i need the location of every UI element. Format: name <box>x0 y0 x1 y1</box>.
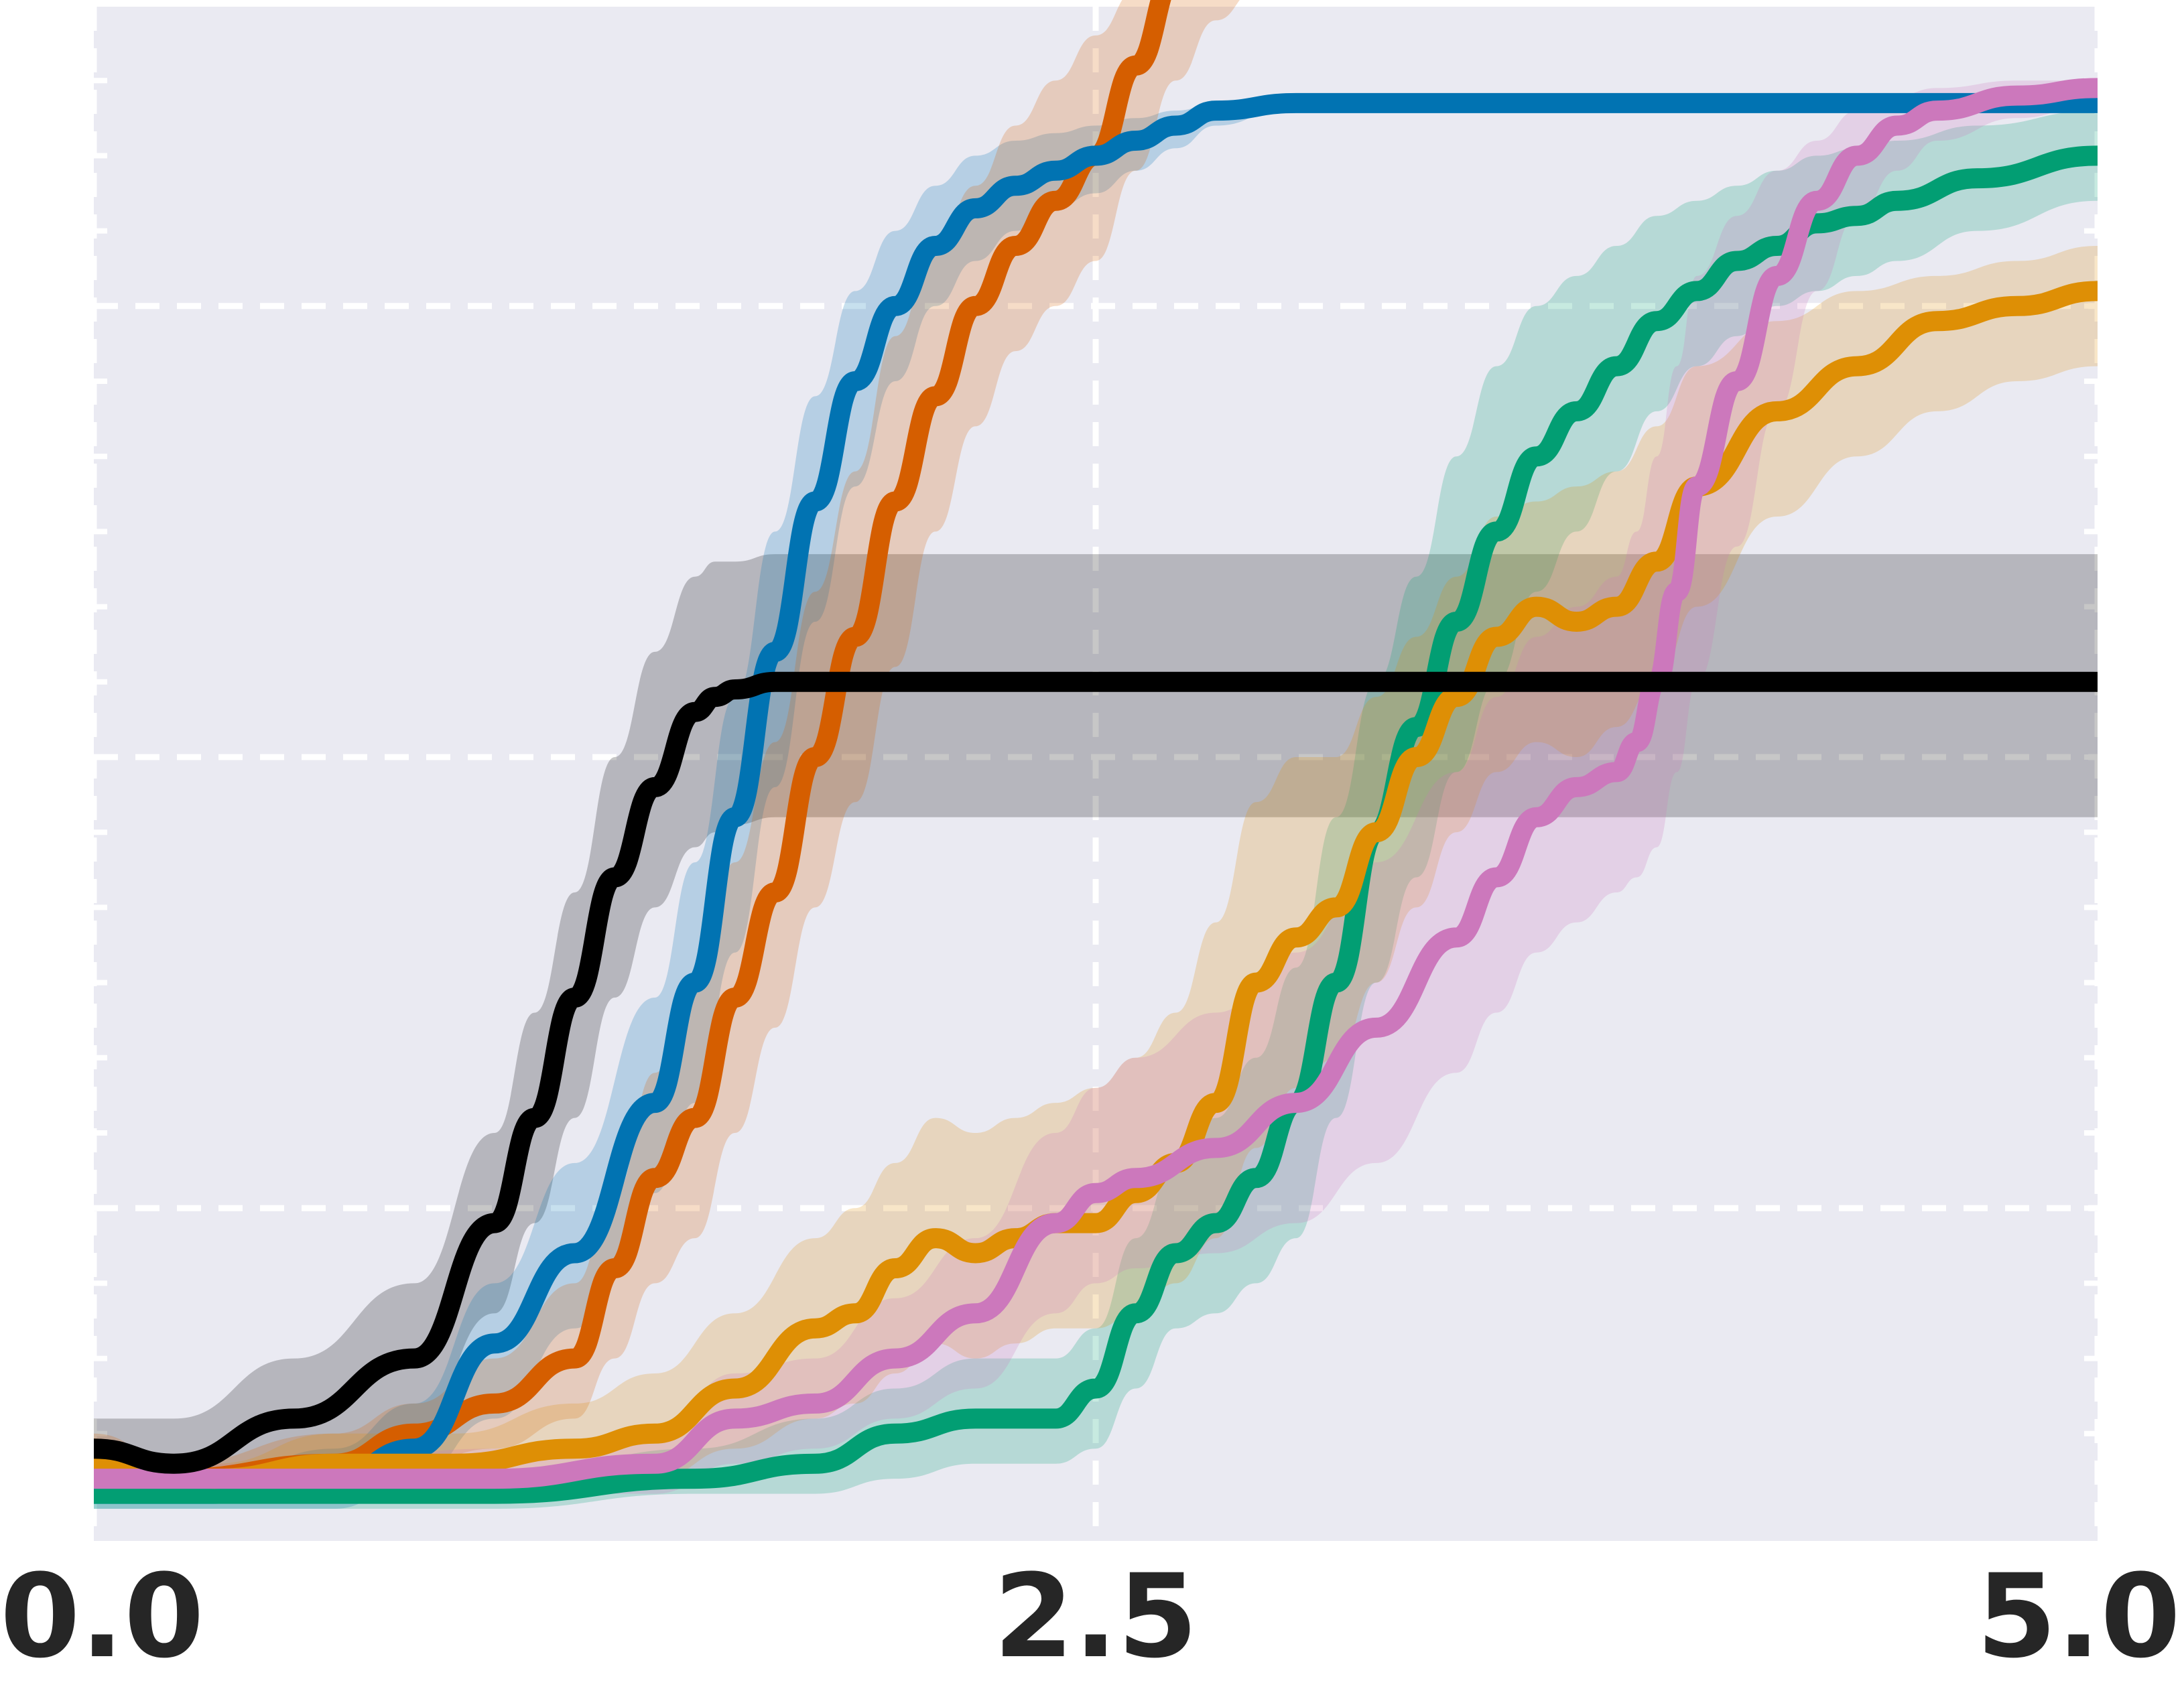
series-line-4 <box>93 145 2098 1504</box>
series-line-6 <box>93 78 2098 1489</box>
series-line-2 <box>93 92 2098 1504</box>
x-tick-label: 5.0 <box>1976 1549 2181 1684</box>
y-minor-ticks <box>94 78 2098 1436</box>
confidence-band-6 <box>94 80 2098 1494</box>
series-line-3 <box>93 0 1171 1489</box>
confidence-band-2 <box>94 103 2098 1509</box>
series-lines <box>93 0 2098 1504</box>
series-line-1 <box>93 671 2098 1474</box>
x-tick-label: 2.5 <box>994 1549 1198 1684</box>
x-axis-tick-labels: 0.0 2.5 5.0 <box>0 1549 2181 1684</box>
grid-lines <box>90 7 2101 1541</box>
x-tick-label: 0.0 <box>0 1549 204 1684</box>
confidence-band-4 <box>94 111 2098 1509</box>
confidence-band-5 <box>94 246 2098 1494</box>
